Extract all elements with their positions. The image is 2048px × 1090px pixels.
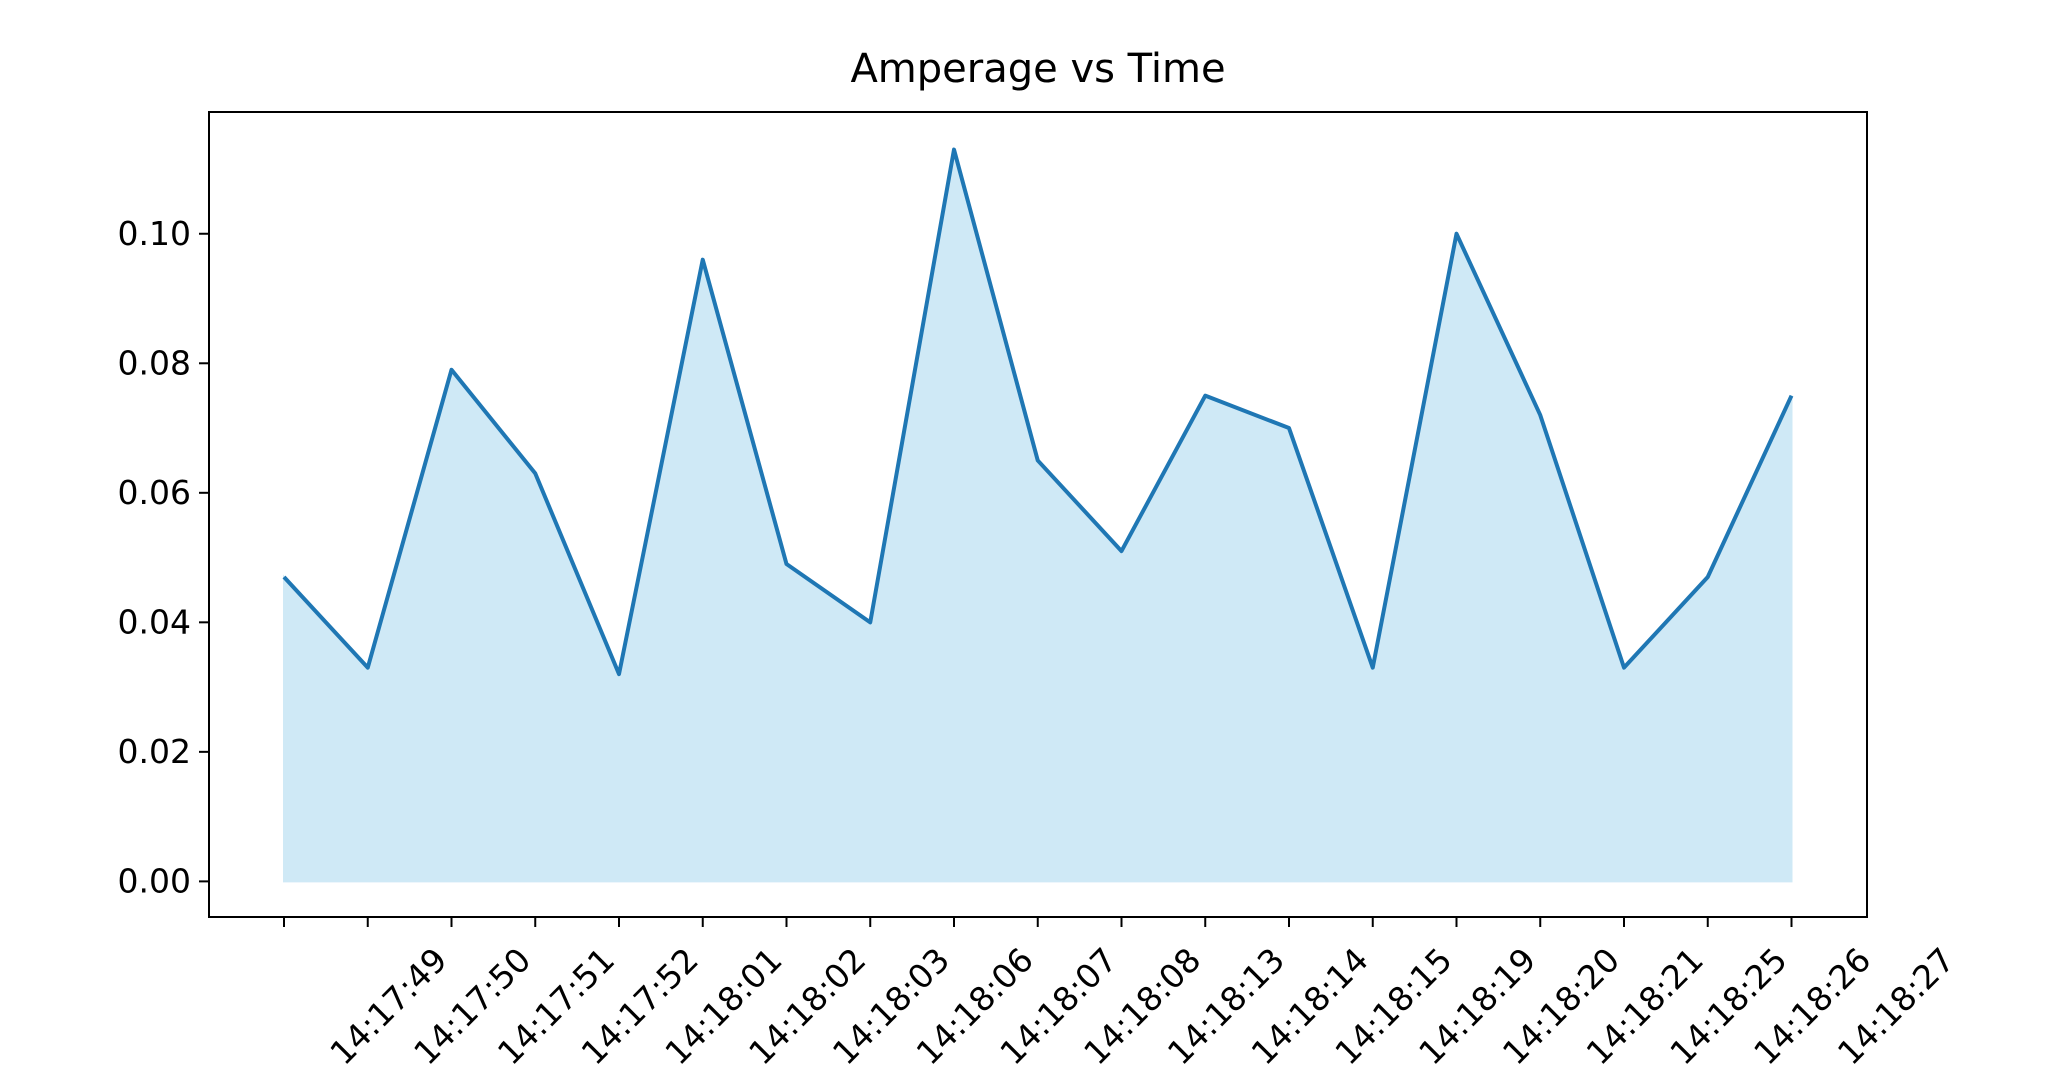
area — [283, 149, 1793, 883]
y-tick-label: 0.06 — [118, 473, 191, 512]
y-tick-label: 0.10 — [118, 214, 191, 253]
y-tick-label: 0.04 — [118, 602, 191, 641]
y-tick-label: 0.02 — [118, 732, 191, 771]
y-tick-label: 0.00 — [118, 861, 191, 900]
y-tick-label: 0.08 — [118, 343, 191, 382]
line — [282, 147, 1794, 677]
chart-title: Amperage vs Time — [850, 46, 1225, 92]
